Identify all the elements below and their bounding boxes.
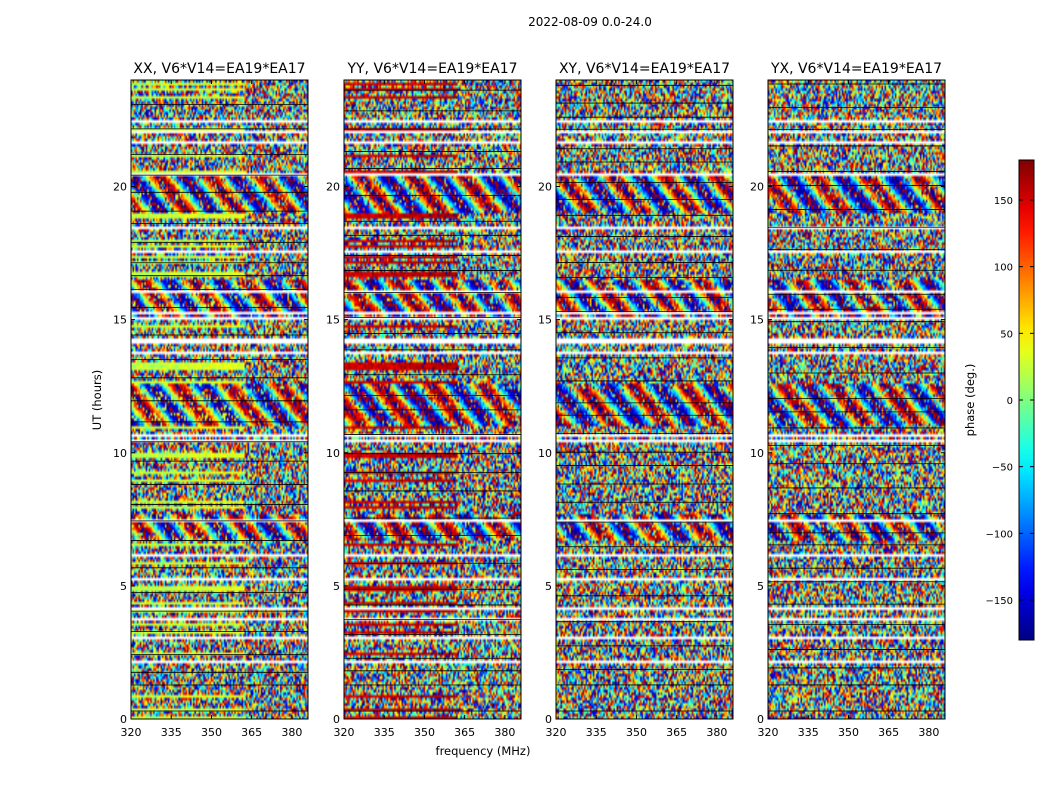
panel-title: YX, V6*V14=EA19*EA17 [770,61,942,77]
y-axis-label: UT (hours) [90,370,104,430]
y-tick-label: 5 [333,580,340,593]
y-tick-label: 15 [538,314,552,327]
colorbar-tick-label: 100 [994,263,1013,274]
x-axis-label: frequency (MHz) [436,744,531,758]
x-tick-label: 335 [161,726,182,739]
x-tick-label: 380 [494,726,515,739]
x-tick-label: 380 [281,726,302,739]
panel-frame [130,79,309,720]
colorbar-tick-label: 150 [994,196,1013,207]
x-tick-label: 320 [546,726,567,739]
x-tick-label: 320 [121,726,142,739]
y-tick-label: 10 [113,447,127,460]
colorbar-tick-label: −150 [986,596,1013,607]
panel-yx: YX, V6*V14=EA19*EA17 320 335 350 365 380 0 5 10 1… [750,61,946,739]
x-tick-label: 365 [241,726,262,739]
y-tick-label: 5 [545,580,552,593]
panel-title: YY, V6*V14=EA19*EA17 [346,61,517,77]
colorbar-tick-label: −100 [986,529,1013,540]
panel-title: XX, V6*V14=EA19*EA17 [133,61,305,77]
y-tick-label: 15 [326,314,340,327]
x-tick-label: 365 [878,726,899,739]
colorbar-tick-label: 0 [1007,396,1013,407]
x-tick-label: 320 [334,726,355,739]
x-tick-label: 365 [454,726,475,739]
y-tick-label: 0 [757,713,764,726]
y-tick-label: 20 [113,181,127,194]
x-tick-label: 335 [374,726,395,739]
x-tick-label: 380 [918,726,939,739]
phase-raster [768,80,945,719]
colorbar-label: phase (deg.) [963,364,977,437]
panel-title: XY, V6*V14=EA19*EA17 [559,61,730,77]
x-tick-label: 350 [626,726,647,739]
colorbar-tick-label: −50 [992,463,1013,474]
colorbar-tick-label: 50 [1000,329,1013,340]
colorbar: −150 −100 −50 0 50 100 150 [986,159,1035,641]
panel-frame [343,79,522,720]
y-tick-label: 5 [120,580,127,593]
panel-frame [767,79,946,720]
phase-raster [556,80,733,719]
x-tick-label: 350 [414,726,435,739]
y-tick-label: 15 [113,314,127,327]
y-tick-label: 20 [538,181,552,194]
panel-xy: XY, V6*V14=EA19*EA17 320 335 350 365 380 0 5 10 1… [538,61,734,739]
y-tick-label: 10 [538,447,552,460]
y-tick-label: 20 [326,181,340,194]
panel-yy: YY, V6*V14=EA19*EA17 320 335 350 365 380 0 5 10 1… [326,61,522,739]
panel-xx: XX, V6*V14=EA19*EA17 320 335 350 365 380 0 5 10 1… [113,61,309,739]
panel-frame [555,79,734,720]
figure-title: 2022-08-09 0.0-24.0 [528,15,652,29]
phase-raster [344,80,521,719]
y-tick-label: 15 [750,314,764,327]
y-tick-label: 10 [750,447,764,460]
x-tick-label: 320 [758,726,779,739]
y-tick-label: 0 [545,713,552,726]
x-tick-label: 350 [201,726,222,739]
y-tick-label: 0 [333,713,340,726]
y-tick-label: 20 [750,181,764,194]
y-tick-label: 10 [326,447,340,460]
x-tick-label: 350 [838,726,859,739]
phase-raster [131,80,308,719]
x-tick-label: 335 [586,726,607,739]
x-tick-label: 365 [666,726,687,739]
y-tick-label: 0 [120,713,127,726]
y-tick-label: 5 [757,580,764,593]
x-tick-label: 335 [798,726,819,739]
x-tick-label: 380 [706,726,727,739]
